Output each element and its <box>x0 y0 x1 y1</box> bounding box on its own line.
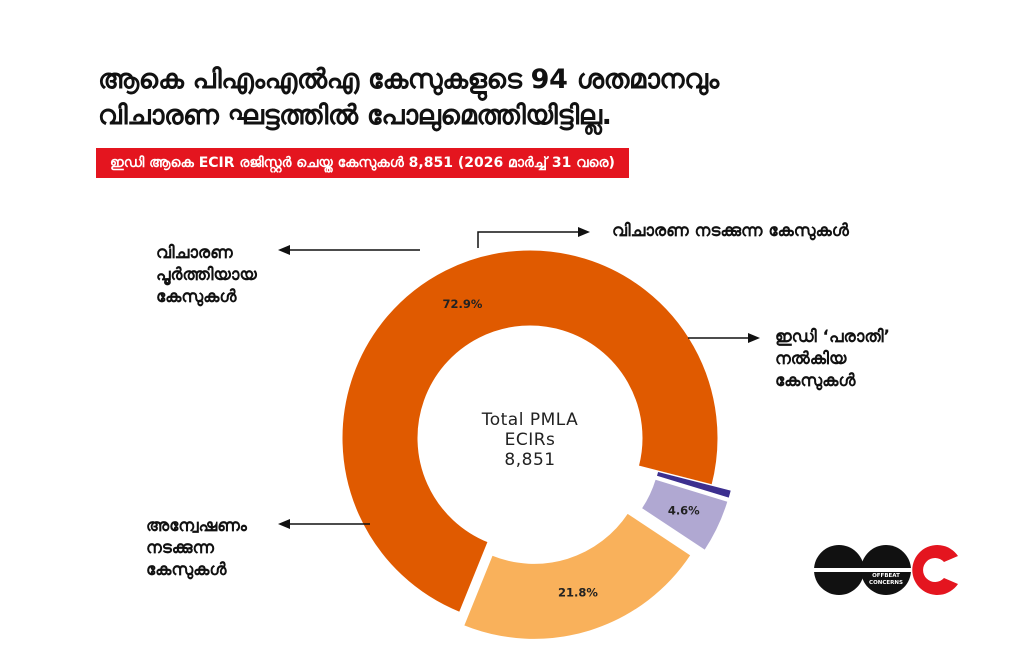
slice-trial <box>640 478 729 552</box>
svg-text:CONCERNS: CONCERNS <box>869 580 903 586</box>
arrow-investigation <box>278 519 290 529</box>
svg-text:OFFBEAT: OFFBEAT <box>872 573 900 579</box>
center-line-1: Total PMLA <box>481 410 579 430</box>
arrow-trial <box>578 227 590 237</box>
slice-completed <box>655 470 732 499</box>
slice-label-investigation: 72.9% <box>442 297 482 311</box>
arrow-complaint <box>748 333 760 343</box>
arrow-completed <box>278 245 290 255</box>
headline-line-1: ആകെ പിഎംഎൽഎ കേസുകളുടെ 94 ശതമാനവും <box>98 64 719 95</box>
obc-logo: OFFBEAT CONCERNS <box>814 545 958 595</box>
label-investigation: അന്വേഷണം നടക്കുന്ന കേസുകൾ <box>146 516 247 580</box>
center-line-3: 8,851 <box>504 450 556 470</box>
label-trial: വിചാരണ നടക്കുന്ന കേസുകൾ <box>612 221 849 241</box>
headline-line-2: വിചാരണ ഘട്ടത്തിൽ പോലുമെത്തിയിട്ടില്ല. <box>98 100 612 131</box>
slice-label-complaint: 21.8% <box>558 586 598 600</box>
slice-complaint <box>463 512 692 640</box>
label-completed: വിചാരണ പൂർത്തിയായ കേസുകൾ <box>156 243 257 307</box>
headline: ആകെ പിഎംഎൽഎ കേസുകളുടെ 94 ശതമാനവും വിചാരണ… <box>98 62 858 134</box>
center-total: Total PMLA ECIRs 8,851 <box>455 410 605 470</box>
slice-investigation <box>341 249 719 613</box>
leader-trial <box>477 231 578 248</box>
label-complaint: ഇഡി ‘പരാതി’ നൽകിയ കേസുകൾ <box>775 327 891 391</box>
subheadline-bar: ഇഡി ആകെ ECIR രജിസ്റ്റർ ചെയ്ത കേസുകൾ 8,85… <box>96 148 629 178</box>
slice-label-trial: 4.6% <box>668 503 700 517</box>
center-line-2: ECIRs <box>504 430 556 450</box>
